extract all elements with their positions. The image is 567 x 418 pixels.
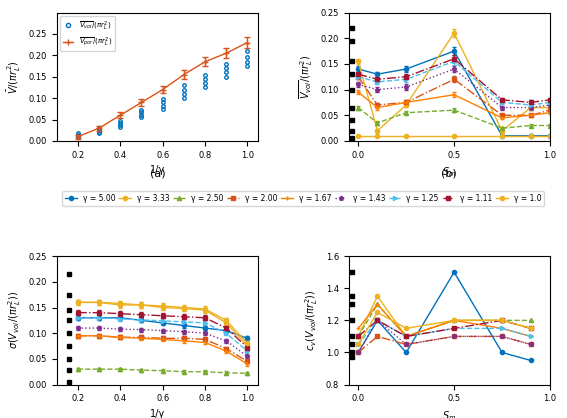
X-axis label: $S_m$: $S_m$ [442, 409, 456, 418]
Y-axis label: $\overline{V_{voi}}/(\pi r_L^2)$: $\overline{V_{voi}}/(\pi r_L^2)$ [298, 55, 315, 99]
X-axis label: $S_m$: $S_m$ [442, 165, 456, 179]
Legend: γ = 5.00, γ = 3.33, γ = 2.50, γ = 2.00, γ = 1.67, γ = 1.43, γ = 1.25, γ = 1.11, : γ = 5.00, γ = 3.33, γ = 2.50, γ = 2.00, … [62, 191, 544, 206]
Text: (b): (b) [442, 169, 457, 179]
Legend: $\overline{V_{voi}}/(\pi r_L^2)$, $\overline{V_{por}}/(\pi r_L^2)$: $\overline{V_{voi}}/(\pi r_L^2)$, $\over… [60, 16, 115, 51]
Y-axis label: $c_v(V_{voi}/(\pi r_L^2))$: $c_v(V_{voi}/(\pi r_L^2))$ [303, 290, 320, 351]
X-axis label: 1/γ: 1/γ [150, 165, 165, 175]
X-axis label: 1/γ: 1/γ [150, 409, 165, 418]
Text: (a): (a) [150, 169, 165, 179]
Y-axis label: $\bar{V}/(\pi r_L^2)$: $\bar{V}/(\pi r_L^2)$ [6, 60, 23, 94]
Y-axis label: $\sigma(V_{voi}/(\pi r_L^2))$: $\sigma(V_{voi}/(\pi r_L^2))$ [6, 291, 23, 349]
